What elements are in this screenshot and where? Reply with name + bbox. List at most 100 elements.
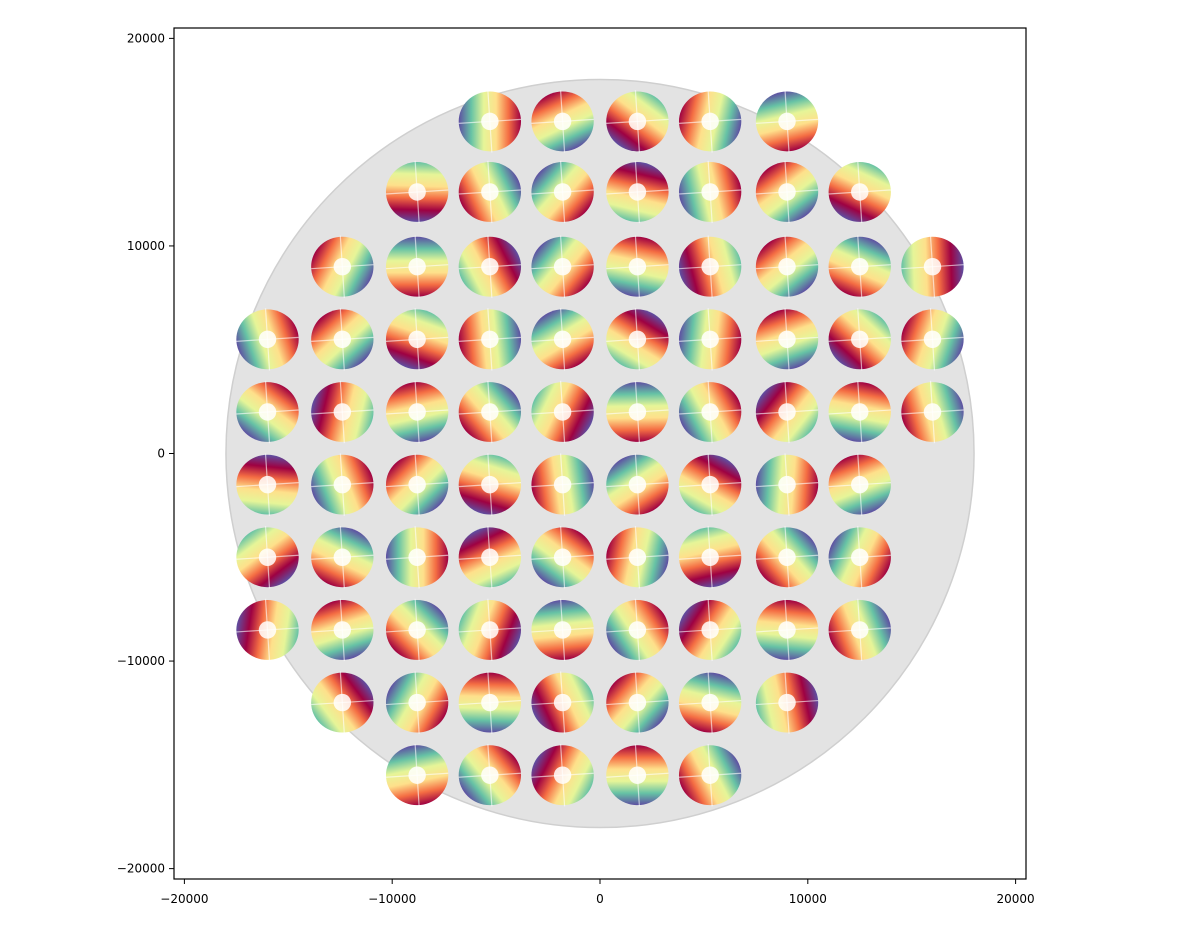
- wavefront-map: [901, 380, 964, 444]
- wavefront-map-hole: [553, 257, 572, 276]
- y-tick-label: −10000: [117, 654, 165, 668]
- wavefront-map-hole: [778, 330, 796, 349]
- wavefront-map-hole: [553, 621, 572, 639]
- wavefront-map: [828, 453, 891, 516]
- wavefront-map: [531, 235, 594, 298]
- wavefront-map: [678, 308, 742, 371]
- wavefront-map-hole: [333, 693, 352, 712]
- wavefront-map-hole: [628, 475, 647, 494]
- wavefront-map-hole: [481, 693, 499, 712]
- wavefront-map-hole: [408, 475, 426, 494]
- wavefront-map-hole: [408, 621, 426, 639]
- wavefront-map: [606, 380, 669, 444]
- wavefront-map: [385, 235, 449, 298]
- wavefront-map: [236, 308, 299, 371]
- y-tick-label: 0: [157, 447, 165, 461]
- wavefront-map-hole: [258, 621, 277, 639]
- wavefront-map-hole: [553, 183, 572, 201]
- wavefront-map-hole: [481, 330, 499, 349]
- wavefront-map-hole: [333, 548, 352, 567]
- wavefront-map-hole: [628, 257, 647, 276]
- wavefront-map-hole: [778, 183, 796, 201]
- wavefront-map: [678, 380, 742, 444]
- wavefront-map: [385, 380, 449, 444]
- wavefront-map: [755, 526, 819, 589]
- wavefront-map-hole: [553, 330, 572, 349]
- wavefront-map: [606, 160, 669, 224]
- wavefront-map-hole: [628, 766, 647, 784]
- wavefront-map: [531, 744, 594, 807]
- wavefront-map: [458, 453, 522, 516]
- wavefront-map-hole: [481, 257, 499, 276]
- wavefront-map: [755, 90, 819, 153]
- wavefront-map-hole: [333, 621, 352, 639]
- wavefront-map-hole: [778, 112, 796, 131]
- wavefront-map: [311, 671, 374, 734]
- wavefront-map: [755, 453, 819, 516]
- wavefront-map: [606, 90, 669, 153]
- wavefront-map: [531, 380, 594, 444]
- wavefront-map: [531, 671, 594, 734]
- wavefront-map-hole: [778, 257, 796, 276]
- wavefront-map: [531, 453, 594, 516]
- wavefront-map: [828, 598, 891, 662]
- wavefront-map-hole: [481, 112, 499, 131]
- wavefront-map-hole: [628, 330, 647, 349]
- wavefront-map: [755, 380, 819, 444]
- wavefront-map-hole: [851, 183, 869, 201]
- x-tick-label: −20000: [160, 892, 208, 906]
- wavefront-map-hole: [481, 621, 499, 639]
- x-axis: −20000 −10000 0 10000 20000: [160, 879, 1035, 906]
- wavefront-map-hole: [408, 257, 426, 276]
- wavefront-map: [755, 598, 819, 662]
- wavefront-map-hole: [701, 766, 719, 784]
- wavefront-map-hole: [481, 766, 499, 784]
- wavefront-map-hole: [408, 403, 426, 421]
- wavefront-map: [678, 160, 742, 224]
- wavefront-map-hole: [628, 621, 647, 639]
- wavefront-map: [678, 598, 742, 662]
- wavefront-map-hole: [851, 403, 869, 421]
- y-tick-label: 20000: [127, 31, 165, 45]
- wavefront-map-hole: [701, 548, 719, 567]
- wavefront-map-hole: [701, 693, 719, 712]
- wavefront-map: [458, 90, 522, 153]
- wavefront-map: [678, 235, 742, 298]
- wavefront-map: [236, 380, 299, 444]
- wavefront-map: [458, 308, 522, 371]
- wavefront-map: [458, 526, 522, 589]
- wavefront-map: [678, 453, 742, 516]
- wavefront-map: [311, 308, 374, 371]
- wavefront-map: [385, 598, 449, 662]
- wavefront-map-hole: [923, 257, 942, 276]
- wavefront-map-hole: [701, 621, 719, 639]
- wavefront-map: [755, 308, 819, 371]
- wavefront-map: [311, 235, 374, 298]
- wavefront-map: [531, 90, 594, 153]
- wavefront-map: [678, 90, 742, 153]
- wavefront-map-hole: [481, 548, 499, 567]
- wavefront-map: [458, 235, 522, 298]
- wavefront-map-hole: [628, 403, 647, 421]
- wavefront-map: [311, 453, 374, 516]
- wavefront-map: [901, 308, 964, 371]
- wavefront-map: [385, 308, 449, 371]
- wavefront-map: [458, 598, 522, 662]
- wavefront-map: [828, 235, 891, 298]
- wavefront-map: [236, 453, 299, 516]
- wavefront-map-hole: [408, 693, 426, 712]
- wavefront-map: [606, 744, 669, 807]
- wavefront-map: [606, 598, 669, 662]
- wavefront-map: [828, 380, 891, 444]
- wavefront-map: [606, 671, 669, 734]
- wavefront-map: [606, 308, 669, 371]
- wavefront-map: [755, 671, 819, 734]
- wavefront-map-hole: [333, 257, 352, 276]
- wavefront-map: [385, 160, 449, 224]
- wavefront-map: [385, 526, 449, 589]
- wavefront-map-hole: [481, 475, 499, 494]
- wavefront-map: [531, 526, 594, 589]
- wavefront-map: [901, 235, 964, 298]
- x-tick-label: −10000: [368, 892, 416, 906]
- wavefront-map: [606, 526, 669, 589]
